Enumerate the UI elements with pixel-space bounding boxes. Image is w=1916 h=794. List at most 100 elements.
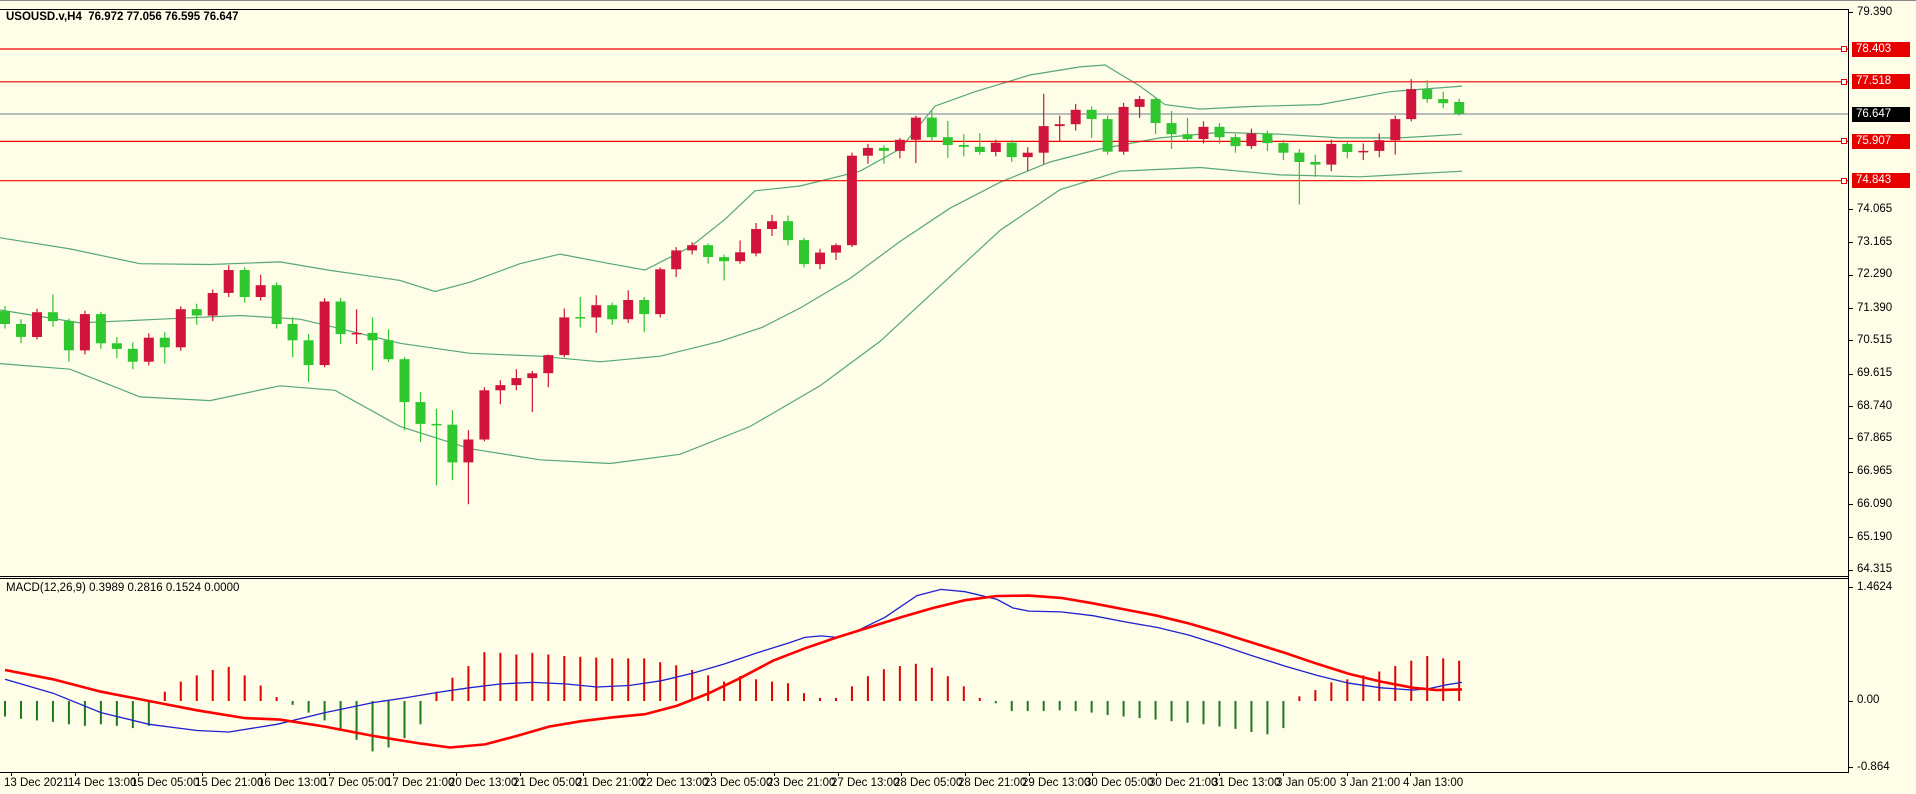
candle-body[interactable] — [399, 359, 410, 403]
candlestick-chart[interactable] — [0, 1, 1848, 776]
candle-body[interactable] — [1358, 150, 1369, 153]
candle-body[interactable] — [495, 385, 506, 391]
candle-body[interactable] — [671, 250, 682, 270]
candle-body[interactable] — [239, 270, 250, 297]
candle-body[interactable] — [271, 285, 282, 324]
candle-body[interactable] — [958, 145, 969, 147]
candle-body[interactable] — [1214, 126, 1225, 138]
time-tick-label: 28 Dec 21:00 — [958, 777, 1027, 789]
candle-body[interactable] — [735, 252, 746, 262]
candle-body[interactable] — [527, 373, 538, 379]
candle-body[interactable] — [431, 423, 442, 426]
candle-body[interactable] — [1278, 143, 1289, 153]
candle-body[interactable] — [862, 147, 873, 156]
candle-body[interactable] — [639, 300, 650, 315]
candle-body[interactable] — [95, 314, 106, 344]
candle-body[interactable] — [1422, 89, 1433, 100]
candle-body[interactable] — [767, 221, 777, 229]
candle-body[interactable] — [1086, 109, 1097, 120]
candle-body[interactable] — [143, 337, 154, 362]
candle-body[interactable] — [751, 229, 762, 254]
candle-body[interactable] — [1342, 143, 1353, 152]
candle-body[interactable] — [159, 337, 170, 348]
candle-body[interactable] — [1134, 99, 1145, 107]
candle-body[interactable] — [894, 139, 905, 151]
candle-body[interactable] — [47, 312, 58, 322]
candle-body[interactable] — [191, 309, 202, 316]
candle-body[interactable] — [1118, 106, 1129, 152]
candle-body[interactable] — [575, 317, 586, 319]
candle-body[interactable] — [207, 293, 218, 316]
candle-body[interactable] — [846, 155, 857, 246]
time-tick — [202, 772, 203, 776]
price-tick-label: 65.190 — [1857, 531, 1893, 543]
candle-body[interactable] — [415, 402, 426, 424]
candle-body[interactable] — [926, 117, 937, 138]
candle-body[interactable] — [1406, 89, 1417, 120]
candle-body[interactable] — [223, 270, 234, 293]
candle-body[interactable] — [719, 257, 730, 262]
candle-body[interactable] — [351, 332, 362, 335]
candle-body[interactable] — [63, 321, 74, 351]
candle-body[interactable] — [1102, 119, 1113, 152]
candle-body[interactable] — [16, 324, 26, 337]
candle-body[interactable] — [607, 305, 618, 320]
time-tick-label: 15 Dec 05:00 — [131, 777, 200, 789]
candle-body[interactable] — [1054, 124, 1065, 127]
candle-body[interactable] — [1182, 134, 1193, 139]
candle-body[interactable] — [255, 285, 266, 297]
candle-body[interactable] — [479, 390, 490, 440]
candle-body[interactable] — [1326, 143, 1337, 165]
candle-body[interactable] — [623, 300, 634, 320]
candle-body[interactable] — [910, 117, 921, 140]
candle-body[interactable] — [687, 245, 698, 251]
candle-body[interactable] — [175, 309, 186, 348]
candle-body[interactable] — [127, 348, 138, 362]
candle-body[interactable] — [32, 312, 42, 337]
candle-body[interactable] — [447, 424, 458, 463]
candle-body[interactable] — [319, 301, 330, 366]
candle-body[interactable] — [1038, 126, 1049, 153]
candle-body[interactable] — [1262, 133, 1273, 144]
candle-body[interactable] — [1166, 123, 1177, 135]
candle-body[interactable] — [1310, 162, 1321, 165]
candle-body[interactable] — [878, 147, 889, 151]
macd-indicator-panel[interactable] — [0, 578, 1848, 772]
candle-body[interactable] — [1454, 102, 1465, 114]
candle-body[interactable] — [1246, 133, 1257, 147]
candle-body[interactable] — [831, 245, 841, 253]
candle-body[interactable] — [1438, 99, 1449, 104]
candle-body[interactable] — [1198, 126, 1209, 139]
candle-body[interactable] — [799, 240, 809, 265]
candle-body[interactable] — [1390, 119, 1401, 141]
candle-body[interactable] — [335, 301, 346, 335]
candle-body[interactable] — [111, 343, 122, 349]
candle-body[interactable] — [0, 311, 10, 324]
time-tick — [1347, 772, 1348, 776]
candle-body[interactable] — [367, 332, 378, 341]
candle-body[interactable] — [591, 305, 602, 318]
candle-body[interactable] — [974, 146, 985, 152]
candle-body[interactable] — [1374, 140, 1385, 151]
candle-body[interactable] — [783, 221, 793, 241]
candle-body[interactable] — [1022, 152, 1033, 158]
candle-body[interactable] — [815, 252, 825, 265]
candle-body[interactable] — [1150, 99, 1161, 124]
candle-body[interactable] — [1230, 137, 1241, 147]
candle-body[interactable] — [79, 314, 90, 351]
candle-body[interactable] — [287, 324, 298, 341]
candle-body[interactable] — [383, 340, 394, 360]
candle-body[interactable] — [463, 439, 474, 463]
candle-body[interactable] — [942, 137, 953, 145]
candle-body[interactable] — [511, 378, 522, 386]
level-marker — [1841, 79, 1847, 85]
candle-body[interactable] — [303, 340, 314, 366]
candle-body[interactable] — [559, 317, 570, 356]
candle-body[interactable] — [1070, 109, 1081, 125]
candle-body[interactable] — [1006, 142, 1017, 158]
candle-body[interactable] — [703, 245, 714, 257]
candle-body[interactable] — [1294, 152, 1305, 162]
candle-body[interactable] — [655, 269, 666, 315]
candle-body[interactable] — [990, 142, 1001, 152]
candle-body[interactable] — [543, 355, 554, 374]
